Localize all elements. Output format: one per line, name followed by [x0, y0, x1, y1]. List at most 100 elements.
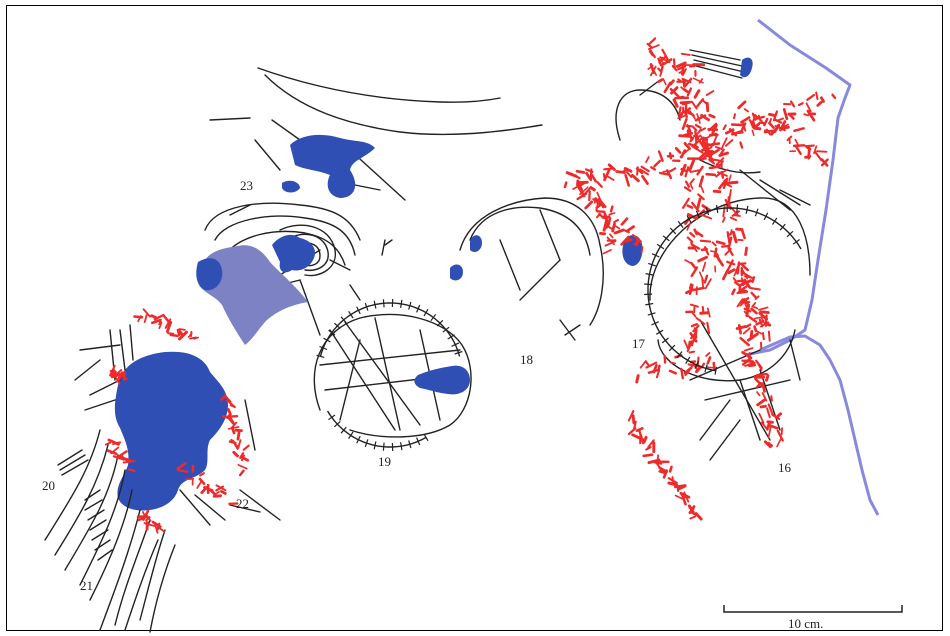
- blue-figure-left-shape: [196, 258, 223, 291]
- red-pigment-mark: [761, 392, 768, 402]
- rock-edge-line-bottom: [759, 334, 880, 516]
- red-pigment-mark: [697, 255, 708, 263]
- red-pigment-mark: [689, 183, 694, 190]
- red-pigment-mark: [649, 65, 657, 77]
- red-pigment-mark: [631, 173, 640, 183]
- red-pigment-mark: [726, 231, 733, 237]
- red-pigment-mark: [694, 123, 702, 129]
- red-pigment-mark: [768, 121, 775, 129]
- red-pigment-mark: [595, 212, 601, 219]
- red-pigment-mark: [804, 144, 815, 148]
- red-pigment-mark: [715, 254, 724, 267]
- red-pigment-mark: [724, 247, 732, 256]
- red-pigment-mark: [631, 414, 636, 425]
- red-pigment-mark: [691, 286, 705, 292]
- red-pigment-mark: [607, 163, 616, 171]
- red-pigment-mark: [696, 98, 705, 108]
- red-pigment-mark: [713, 247, 718, 258]
- red-pigment-mark: [689, 303, 699, 308]
- red-pigment-mark: [589, 186, 596, 192]
- red-pigment-mark: [732, 277, 738, 283]
- red-pigment-mark: [749, 287, 761, 291]
- red-pigment-mark: [694, 365, 702, 374]
- blue-figure-18-a: [470, 235, 482, 253]
- red-pigment-mark: [153, 521, 159, 534]
- red-pigment-mark: [576, 192, 588, 201]
- red-pigment-mark: [691, 201, 700, 213]
- red-pigment-mark: [153, 313, 165, 321]
- red-pigment-mark: [563, 181, 568, 189]
- red-pigment-mark: [147, 516, 152, 522]
- red-pigment-mark: [644, 360, 650, 366]
- red-pigment-mark: [680, 52, 691, 56]
- red-pigment-mark: [703, 274, 709, 284]
- red-pigment-mark: [692, 125, 698, 132]
- red-pigment-mark: [724, 198, 732, 210]
- red-pigment-mark: [693, 89, 701, 99]
- red-pigment-mark: [705, 352, 711, 357]
- red-pigment-mark: [227, 414, 235, 423]
- red-pigment-mark: [645, 156, 650, 163]
- red-pigment-mark: [755, 372, 768, 377]
- red-pigment-mark: [722, 268, 729, 281]
- red-pigment-mark: [793, 127, 805, 132]
- red-pigment-mark: [680, 367, 684, 380]
- red-pigment-mark: [640, 246, 644, 254]
- red-pigment-mark: [605, 222, 610, 229]
- red-pigment-mark: [706, 321, 711, 335]
- red-pigment-mark: [669, 79, 675, 86]
- red-pigment-mark: [169, 333, 179, 338]
- red-pigment-mark: [765, 374, 770, 382]
- red-pigment-mark: [740, 277, 745, 287]
- red-pigment-mark: [750, 307, 758, 315]
- red-pigment-mark: [743, 108, 749, 113]
- red-pigment-mark: [805, 102, 812, 113]
- red-pigment-mark: [568, 172, 581, 180]
- red-pigment-mark: [683, 339, 689, 350]
- red-pigment-mark: [715, 157, 725, 166]
- red-pigment-mark: [740, 116, 751, 124]
- red-pigment-mark: [683, 366, 693, 375]
- red-pigment-mark: [706, 366, 716, 369]
- red-pigment-mark: [735, 131, 744, 135]
- red-pigment-mark: [755, 359, 763, 371]
- red-pigment-mark: [686, 130, 694, 141]
- red-pigment-mark: [733, 113, 736, 120]
- red-pigment-mark: [645, 446, 652, 451]
- red-pigment-mark: [609, 233, 614, 239]
- red-pigment-mark: [728, 128, 738, 137]
- scale-bar-label: 10 cm.: [788, 616, 823, 631]
- red-pigment-mark: [794, 138, 800, 148]
- red-pigment-mark: [158, 321, 163, 329]
- red-pigment-mark: [669, 87, 680, 98]
- red-pigment-mark: [231, 426, 236, 435]
- red-pigment-mark: [678, 484, 687, 491]
- red-pigment-mark: [686, 204, 694, 209]
- figure-23-group: [209, 67, 543, 201]
- red-pigment-mark: [237, 439, 242, 449]
- red-pigment-mark: [699, 183, 705, 194]
- red-pigment-mark: [745, 323, 752, 328]
- red-pigment-mark: [744, 246, 748, 257]
- scale-bar-line: [723, 605, 903, 613]
- red-pigment-mark: [219, 395, 226, 401]
- red-pigment-mark: [584, 200, 594, 210]
- red-pigment-mark: [672, 58, 676, 69]
- red-pigment-mark: [705, 172, 717, 177]
- red-pigment-mark: [816, 150, 828, 153]
- red-pigment-mark: [744, 275, 755, 280]
- red-pigment-mark: [674, 494, 683, 500]
- red-pigment-mark: [623, 167, 633, 173]
- red-pigment-mark: [692, 146, 704, 154]
- red-pigment-mark: [740, 288, 749, 294]
- red-pigment-mark: [688, 505, 696, 515]
- red-pigment-mark: [815, 91, 819, 101]
- red-pigment-mark: [640, 165, 650, 173]
- red-pigment-mark: [725, 180, 739, 185]
- red-pigment-mark: [782, 108, 789, 121]
- red-pigment-mark: [639, 434, 645, 445]
- red-pigment-mark: [631, 234, 642, 243]
- red-pigment-mark: [694, 512, 703, 521]
- red-pigment-mark: [763, 117, 769, 127]
- red-pigment-mark: [176, 462, 187, 470]
